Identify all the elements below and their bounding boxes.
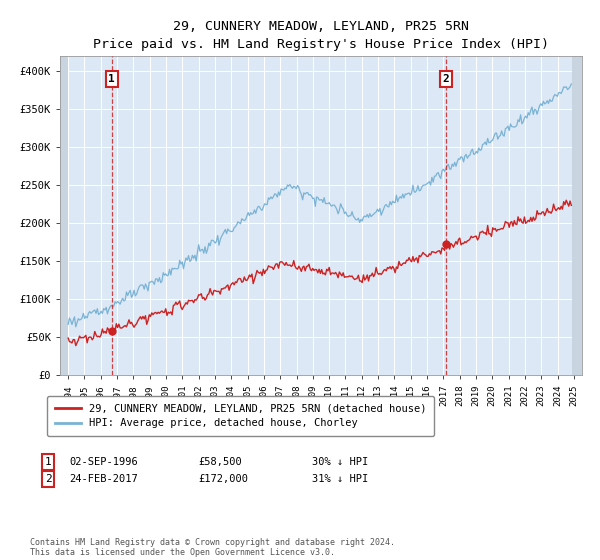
Text: 1: 1 <box>109 74 115 84</box>
Text: 2: 2 <box>44 474 52 484</box>
Text: Contains HM Land Registry data © Crown copyright and database right 2024.
This d: Contains HM Land Registry data © Crown c… <box>30 538 395 557</box>
Text: 02-SEP-1996: 02-SEP-1996 <box>69 457 138 467</box>
Title: 29, CUNNERY MEADOW, LEYLAND, PR25 5RN
Price paid vs. HM Land Registry's House Pr: 29, CUNNERY MEADOW, LEYLAND, PR25 5RN Pr… <box>93 20 549 50</box>
Bar <box>60 56 68 375</box>
Text: 24-FEB-2017: 24-FEB-2017 <box>69 474 138 484</box>
Text: 30% ↓ HPI: 30% ↓ HPI <box>312 457 368 467</box>
Bar <box>572 56 582 375</box>
Text: 2: 2 <box>442 74 449 84</box>
Text: £58,500: £58,500 <box>198 457 242 467</box>
Text: £172,000: £172,000 <box>198 474 248 484</box>
Legend: 29, CUNNERY MEADOW, LEYLAND, PR25 5RN (detached house), HPI: Average price, deta: 29, CUNNERY MEADOW, LEYLAND, PR25 5RN (d… <box>47 396 434 436</box>
Text: 31% ↓ HPI: 31% ↓ HPI <box>312 474 368 484</box>
Text: 1: 1 <box>44 457 52 467</box>
